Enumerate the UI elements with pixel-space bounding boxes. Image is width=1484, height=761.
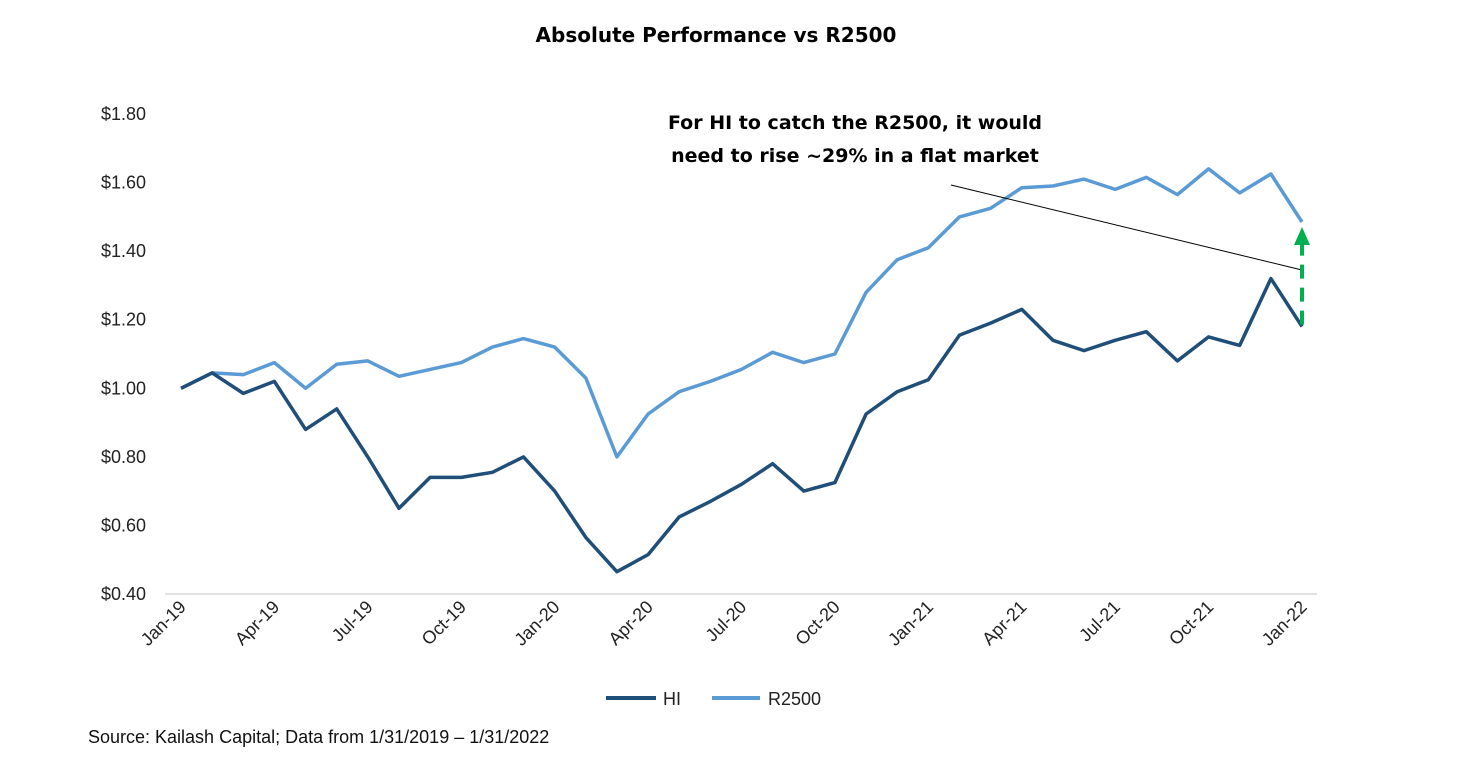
- y-tick-label: $1.60: [101, 173, 146, 193]
- annotation-line-2: need to rise ~29% in a flat market: [671, 145, 1039, 167]
- series-line-r2500: [180, 167, 1304, 459]
- legend-label-r2500: R2500: [768, 689, 821, 709]
- source-note: Source: Kailash Capital; Data from 1/31/…: [88, 727, 549, 747]
- x-tick-label: Jan-21: [884, 597, 937, 650]
- legend: HI R2500: [606, 689, 821, 709]
- x-tick-label: Jul-20: [702, 597, 751, 646]
- x-tick-label: Jan-22: [1258, 597, 1311, 650]
- x-tick-label: Jul-21: [1075, 597, 1124, 646]
- x-tick-label: Apr-21: [978, 597, 1030, 649]
- chart-title: Absolute Performance vs R2500: [536, 23, 897, 47]
- x-tick-label: Jul-19: [328, 597, 377, 646]
- y-tick-label: $1.80: [101, 104, 146, 124]
- y-tick-label: $1.00: [101, 378, 146, 398]
- y-tick-label: $1.40: [101, 241, 146, 261]
- y-tick-label: $1.20: [101, 310, 146, 330]
- y-tick-label: $0.80: [101, 447, 146, 467]
- x-tick-label: Apr-20: [605, 597, 657, 649]
- x-tick-label: Oct-21: [1165, 597, 1217, 649]
- x-tick-label: Jan-20: [510, 597, 563, 650]
- x-tick-label: Apr-19: [231, 597, 283, 649]
- legend-label-hi: HI: [663, 689, 681, 709]
- y-tick-label: $0.60: [101, 515, 146, 535]
- y-tick-label: $0.40: [101, 584, 146, 604]
- gap-arrow-head-icon: [1294, 227, 1310, 245]
- x-tick-label: Jan-19: [137, 597, 190, 650]
- x-tick-label: Oct-19: [418, 597, 470, 649]
- annotation-leader-line: [950, 184, 1303, 271]
- annotation-line-1: For HI to catch the R2500, it would: [668, 112, 1042, 134]
- x-tick-label: Oct-20: [791, 597, 843, 649]
- series-line-hi: [180, 276, 1304, 574]
